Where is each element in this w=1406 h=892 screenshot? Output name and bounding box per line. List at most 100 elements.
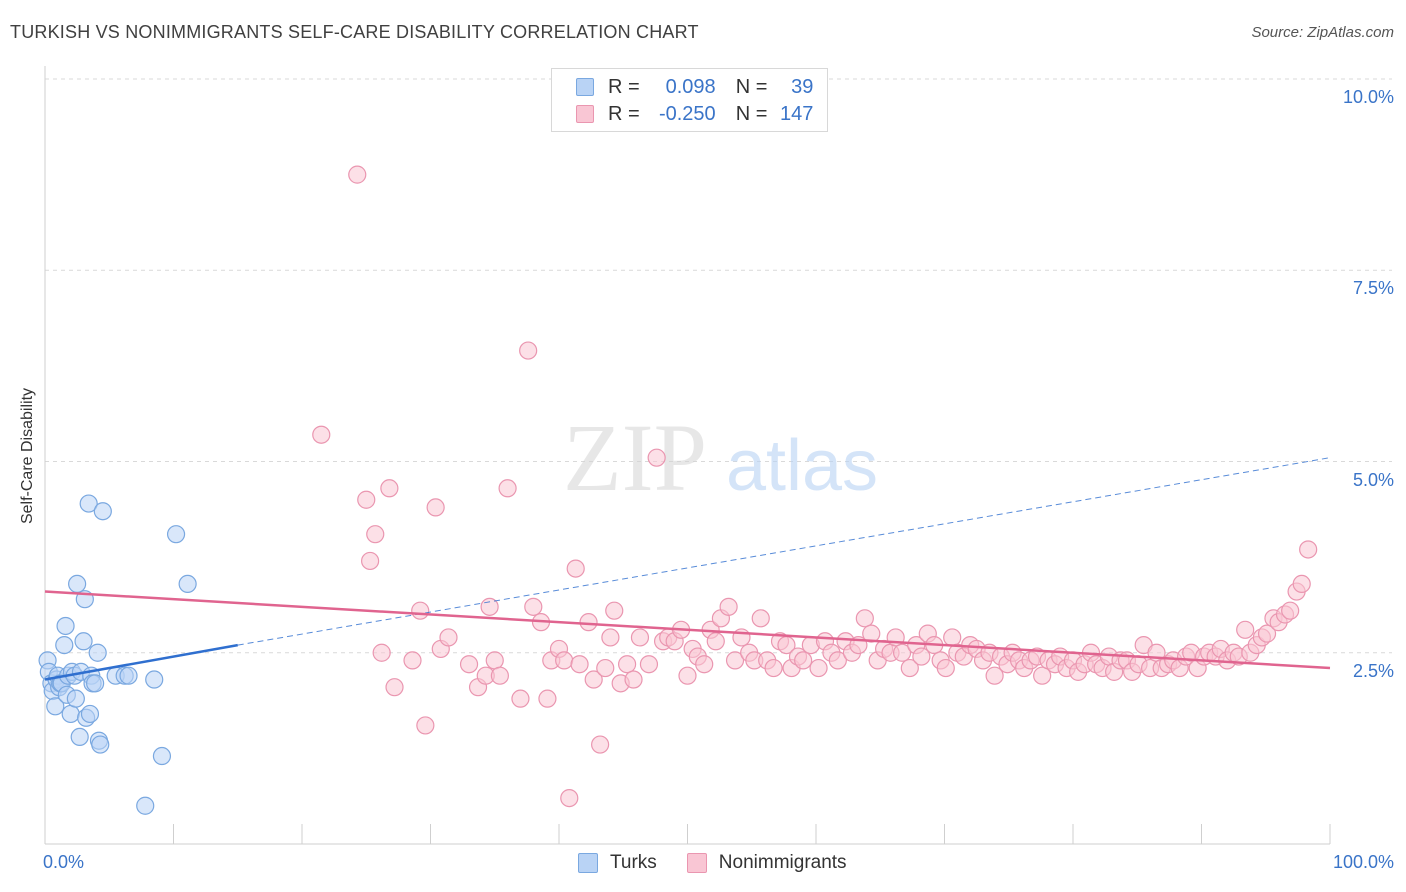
turks-point bbox=[61, 704, 80, 724]
nonimmigrants-point bbox=[639, 655, 659, 674]
turks-point bbox=[88, 643, 107, 662]
turks-point bbox=[46, 697, 65, 716]
turks-point bbox=[119, 666, 138, 685]
chart-title: TURKISH VS NONIMMIGRANTS SELF-CARE DISAB… bbox=[10, 22, 699, 42]
turks-point bbox=[136, 796, 155, 815]
nonimmigrants-point bbox=[936, 658, 955, 678]
turks-point bbox=[70, 727, 89, 747]
nonimmigrants-point bbox=[1257, 624, 1277, 643]
turks-point bbox=[55, 635, 74, 655]
turks-point bbox=[80, 704, 100, 724]
nonimmigrants-point bbox=[695, 655, 714, 674]
chart-source: Source: ZipAtlas.com bbox=[1251, 24, 1394, 41]
nonimmigrants-point bbox=[809, 658, 828, 678]
nonimmigrants-point bbox=[678, 666, 697, 685]
legend-r-label: R = bbox=[608, 102, 640, 125]
nonimmigrants-point bbox=[361, 551, 380, 571]
turks-point bbox=[74, 632, 93, 651]
y-tick-label: 2.5% bbox=[1352, 660, 1394, 681]
legend-row-turks: R = 0.098 N = 39 bbox=[576, 74, 813, 100]
nonimmigrants-point bbox=[426, 498, 445, 517]
nonimmigrants-point bbox=[566, 559, 585, 578]
nonimmigrants-point bbox=[312, 425, 331, 444]
nonimmigrants-point bbox=[912, 647, 931, 666]
nonimmigrants-point bbox=[411, 601, 430, 620]
x-tick-label-min: 0.0% bbox=[43, 852, 85, 872]
legend-n-value: 147 bbox=[780, 102, 814, 125]
nonimmigrants-point bbox=[416, 716, 435, 735]
nonimmigrants-point bbox=[485, 651, 504, 670]
nonimmigrants-point bbox=[892, 643, 912, 662]
turks-point bbox=[178, 574, 197, 594]
y-tick-label: 5.0% bbox=[1352, 469, 1394, 490]
x-tick-label-max: 100.0% bbox=[1332, 852, 1394, 872]
legend-swatch-nonimmigrants bbox=[686, 853, 707, 873]
legend-item-nonimmigrants[interactable]: Nonimmigrants bbox=[686, 852, 847, 874]
nonimmigrants-point bbox=[794, 651, 813, 670]
legend-item-turks[interactable]: Turks bbox=[578, 852, 657, 874]
nonimmigrants-point bbox=[372, 643, 391, 662]
nonimmigrants-point bbox=[862, 624, 881, 643]
watermark-zip: ZIP bbox=[563, 404, 707, 511]
gridlines bbox=[45, 78, 1392, 654]
turks-point bbox=[145, 670, 164, 689]
nonimmigrants-point bbox=[596, 658, 615, 678]
legend-n-label: N = bbox=[735, 75, 768, 98]
y-tick-label: 10.0% bbox=[1342, 87, 1394, 107]
nonimmigrants-point bbox=[498, 479, 517, 498]
watermark: ZIP atlas bbox=[563, 404, 878, 511]
axes bbox=[44, 66, 1331, 845]
nonimmigrants-point bbox=[366, 525, 385, 544]
nonimmigrants-point bbox=[511, 689, 530, 708]
nonimmigrants-point bbox=[555, 651, 574, 670]
nonimmigrants-point bbox=[943, 628, 962, 647]
series-legend: Turks Nonimmigrants bbox=[578, 852, 877, 874]
turks-point bbox=[91, 735, 110, 754]
nonimmigrants-point bbox=[605, 601, 624, 620]
nonimmigrants-point bbox=[855, 609, 874, 628]
legend-n-label: N = bbox=[735, 102, 768, 125]
nonimmigrants-point bbox=[348, 165, 367, 184]
nonimmigrants-point bbox=[584, 670, 603, 689]
nonimmigrants-trend-line bbox=[44, 590, 1331, 670]
nonimmigrants-point bbox=[357, 490, 376, 509]
nonimmigrants-point bbox=[601, 628, 620, 647]
nonimmigrants-point bbox=[524, 597, 543, 616]
nonimmigrants-point bbox=[403, 651, 422, 670]
turks-point bbox=[166, 525, 186, 544]
turks-point bbox=[79, 494, 98, 513]
nonimmigrants-point bbox=[538, 689, 557, 708]
nonimmigrants-point bbox=[439, 628, 458, 647]
nonimmigrants-point bbox=[1236, 620, 1255, 639]
watermark-atlas: atlas bbox=[726, 426, 878, 506]
nonimmigrants-point bbox=[719, 597, 738, 616]
turks-point bbox=[93, 502, 112, 521]
nonimmigrants-point bbox=[647, 448, 666, 467]
legend-n-value: 39 bbox=[791, 75, 814, 98]
nonimmigrants-point bbox=[385, 678, 404, 697]
turks-point bbox=[152, 746, 172, 766]
nonimmigrants-point bbox=[828, 651, 847, 670]
legend-swatch-nonimmigrants bbox=[576, 105, 594, 123]
legend-label-nonimmigrants: Nonimmigrants bbox=[718, 852, 847, 873]
nonimmigrants-point bbox=[624, 670, 643, 689]
nonimmigrants-point bbox=[764, 658, 783, 678]
nonimmigrants-point bbox=[706, 632, 725, 651]
trend-lines bbox=[44, 457, 1331, 681]
legend-r-value: 0.098 bbox=[665, 75, 716, 98]
nonimmigrants-point bbox=[1033, 666, 1052, 685]
nonimmigrants-point bbox=[519, 341, 538, 360]
nonimmigrants-point bbox=[570, 655, 589, 674]
nonimmigrants-point bbox=[1281, 601, 1300, 620]
legend-row-nonimmigrants: R = -0.250 N = 147 bbox=[576, 101, 813, 127]
nonimmigrants-point bbox=[1299, 540, 1318, 559]
nonimmigrants-point bbox=[630, 628, 650, 647]
legend-swatch-turks bbox=[578, 853, 598, 873]
nonimmigrants-point bbox=[618, 655, 637, 674]
turks-point bbox=[66, 689, 85, 708]
turks-point bbox=[56, 616, 75, 636]
nonimmigrants-point bbox=[490, 666, 509, 685]
nonimmigrants-point bbox=[1292, 574, 1311, 594]
nonimmigrants-point bbox=[725, 651, 745, 670]
